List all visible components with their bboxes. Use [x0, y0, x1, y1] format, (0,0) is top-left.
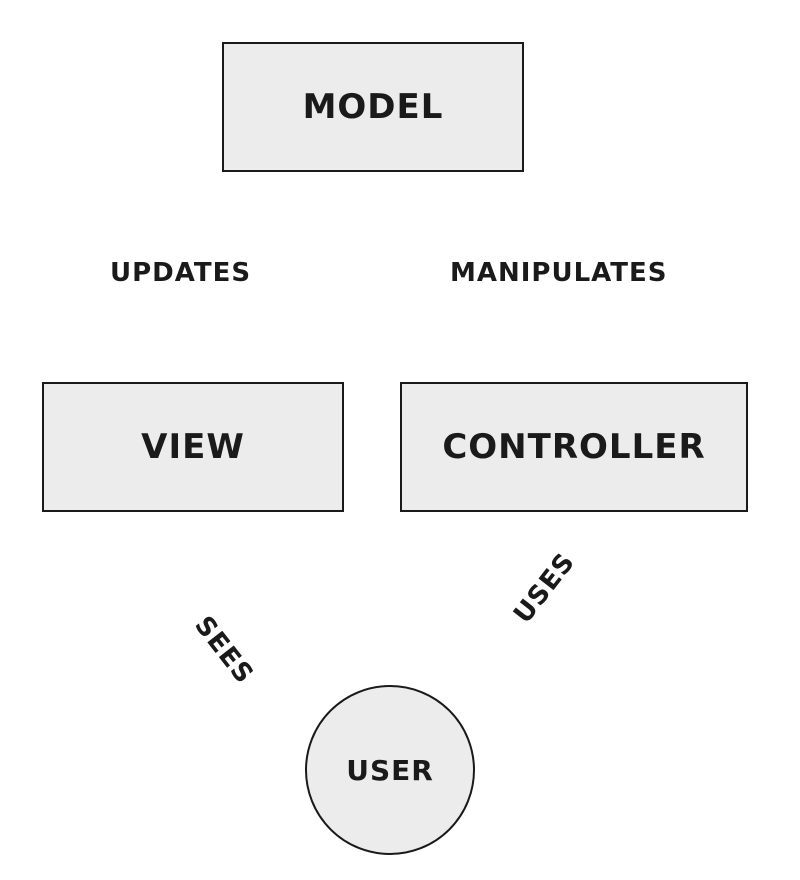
node-model-label: MODEL — [303, 87, 444, 127]
edge-sees-text: SEES — [188, 611, 259, 690]
node-controller: CONTROLLER — [400, 382, 748, 512]
edge-label-sees: SEES — [188, 611, 259, 690]
node-user-label: USER — [346, 754, 434, 787]
edge-label-uses: USES — [508, 547, 581, 629]
edge-label-updates: UPDATES — [110, 258, 251, 288]
edge-manipulates-text: MANIPULATES — [450, 258, 668, 288]
node-controller-label: CONTROLLER — [442, 427, 705, 467]
node-view: VIEW — [42, 382, 344, 512]
node-model: MODEL — [222, 42, 524, 172]
node-view-label: VIEW — [141, 427, 245, 467]
edge-uses-text: USES — [508, 547, 581, 629]
node-user: USER — [305, 685, 475, 855]
edge-label-manipulates: MANIPULATES — [450, 258, 668, 288]
edge-updates-text: UPDATES — [110, 258, 251, 288]
